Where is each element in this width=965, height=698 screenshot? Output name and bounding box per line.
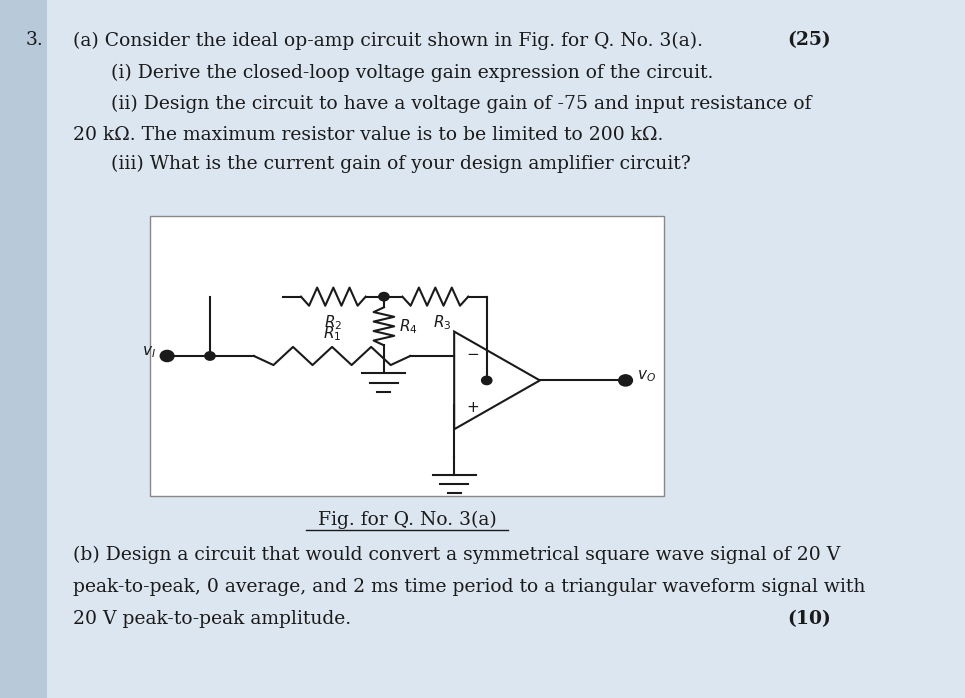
Text: $v_I$: $v_I$ (142, 344, 156, 359)
Text: Fig. for Q. No. 3(a): Fig. for Q. No. 3(a) (317, 511, 496, 529)
Circle shape (205, 352, 215, 360)
Circle shape (379, 292, 389, 301)
Text: peak-to-peak, 0 average, and 2 ms time period to a triangular waveform signal wi: peak-to-peak, 0 average, and 2 ms time p… (72, 578, 866, 596)
Text: $-$: $-$ (466, 346, 480, 360)
Text: 20 V peak-to-peak amplitude.: 20 V peak-to-peak amplitude. (72, 610, 351, 628)
Text: (iii) What is the current gain of your design amplifier circuit?: (iii) What is the current gain of your d… (111, 155, 691, 173)
Text: (ii) Design the circuit to have a voltage gain of -75 and input resistance of: (ii) Design the circuit to have a voltag… (111, 95, 812, 113)
Circle shape (619, 375, 632, 386)
FancyBboxPatch shape (0, 0, 47, 698)
FancyBboxPatch shape (150, 216, 664, 496)
Text: (25): (25) (787, 31, 831, 50)
Text: (b) Design a circuit that would convert a symmetrical square wave signal of 20 V: (b) Design a circuit that would convert … (72, 546, 841, 564)
Text: 20 kΩ. The maximum resistor value is to be limited to 200 kΩ.: 20 kΩ. The maximum resistor value is to … (72, 126, 663, 144)
Circle shape (160, 350, 174, 362)
Text: $+$: $+$ (466, 401, 480, 415)
Circle shape (482, 376, 492, 385)
Text: (10): (10) (787, 610, 831, 628)
Text: 3.: 3. (26, 31, 43, 50)
Text: $v_O$: $v_O$ (637, 369, 655, 384)
Text: $R_1$: $R_1$ (323, 325, 342, 343)
Text: (a) Consider the ideal op-amp circuit shown in Fig. for Q. No. 3(a).: (a) Consider the ideal op-amp circuit sh… (72, 31, 703, 50)
Text: (i) Derive the closed-loop voltage gain expression of the circuit.: (i) Derive the closed-loop voltage gain … (111, 64, 714, 82)
Text: $R_3$: $R_3$ (433, 313, 452, 332)
Text: $R_2$: $R_2$ (324, 313, 343, 332)
Text: $R_4$: $R_4$ (400, 317, 418, 336)
